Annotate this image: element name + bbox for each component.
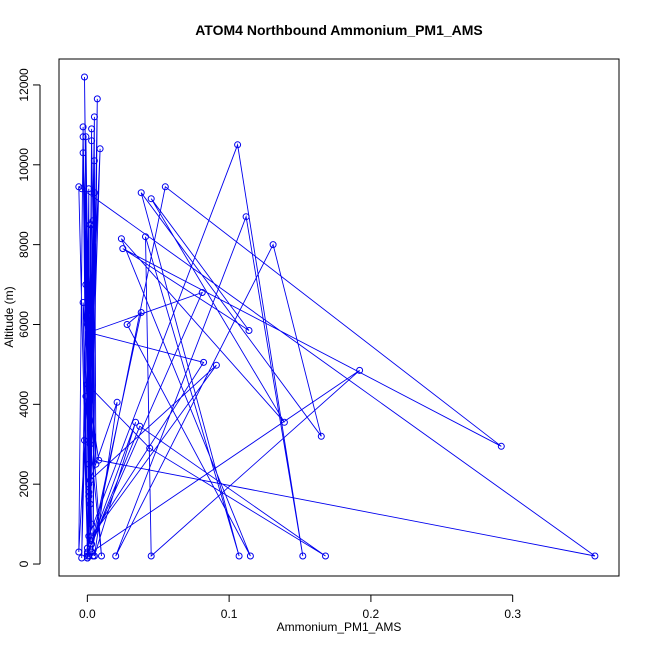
data-point (82, 392, 90, 400)
y-tick-label: 10000 (17, 148, 31, 182)
data-point (198, 289, 206, 296)
data-point (86, 500, 94, 508)
data-point (79, 299, 87, 306)
data-point (98, 552, 105, 560)
y-tick-label: 12000 (17, 68, 31, 102)
data-point (88, 125, 96, 133)
data-point (85, 185, 93, 193)
data-point (146, 444, 154, 452)
data-point (322, 552, 329, 560)
data-point (88, 532, 96, 540)
data-point (269, 241, 277, 249)
data-point (137, 189, 145, 197)
data-point (82, 133, 90, 141)
data-point (132, 418, 140, 426)
data-point (85, 488, 93, 496)
data-point (119, 245, 127, 253)
x-axis: 0.0 0.1 0.2 0.3 (79, 594, 521, 621)
x-axis-label: Ammonium_PM1_AMS (277, 620, 402, 634)
data-point (136, 422, 144, 430)
data-point (137, 309, 145, 316)
data-point (96, 145, 104, 153)
data-point (85, 460, 93, 468)
data-point (86, 440, 94, 448)
data-point (88, 540, 96, 548)
y-tick-label: 4000 (17, 391, 31, 418)
y-axis: 0 2000 4000 6000 8000 10000 12000 (17, 68, 41, 567)
data-point (86, 340, 94, 348)
chart-title: ATOM4 Northbound Ammonium_PM1_AMS (195, 22, 483, 38)
data-point (356, 366, 364, 374)
points-layer (75, 73, 599, 562)
data-point (83, 321, 91, 328)
data-point (161, 183, 169, 191)
y-tick-label: 8000 (17, 231, 31, 258)
data-point (112, 552, 120, 560)
data-point (85, 400, 93, 408)
y-tick-label: 0 (17, 560, 31, 567)
data-point (591, 552, 599, 560)
data-point (123, 321, 131, 328)
data-point (88, 137, 96, 145)
data-point (117, 235, 125, 243)
data-point (81, 73, 88, 81)
data-point (75, 548, 83, 556)
data-point (113, 398, 121, 406)
data-point (93, 95, 101, 103)
data-point (147, 195, 155, 203)
data-point (242, 213, 250, 221)
data-point (81, 436, 88, 444)
data-point (85, 480, 93, 488)
y-tick-label: 2000 (17, 471, 31, 498)
data-point (85, 492, 93, 500)
data-point (280, 418, 288, 426)
series-line (78, 76, 596, 559)
data-point (79, 133, 87, 141)
data-point (82, 281, 90, 289)
data-point (234, 141, 242, 149)
x-tick-label: 0.3 (504, 607, 521, 621)
plot-area (58, 58, 620, 577)
data-point (85, 552, 93, 560)
data-point (142, 233, 149, 241)
data-point (246, 552, 254, 560)
x-tick-label: 0.1 (221, 607, 238, 621)
data-point (88, 221, 96, 229)
data-point (88, 520, 96, 528)
data-point (90, 189, 98, 197)
data-point (317, 432, 325, 440)
data-point (497, 442, 505, 450)
data-point (147, 552, 155, 560)
data-point (83, 544, 91, 552)
data-point (299, 552, 307, 560)
data-point (200, 358, 208, 366)
data-point (95, 456, 103, 464)
data-point (79, 123, 87, 131)
series-layer (78, 76, 596, 559)
data-point (245, 327, 253, 334)
x-tick-label: 0.2 (363, 607, 380, 621)
data-point (79, 149, 87, 157)
y-tick-label: 6000 (17, 311, 31, 338)
data-point (75, 183, 83, 191)
data-point (83, 554, 91, 562)
data-point (86, 476, 94, 484)
data-point (83, 380, 91, 388)
y-axis-label: Altitude (m) (2, 286, 16, 347)
data-point (90, 113, 98, 121)
data-point (212, 361, 220, 369)
x-tick-label: 0.0 (79, 607, 96, 621)
data-point (235, 552, 243, 560)
data-point (90, 157, 98, 165)
data-point (86, 536, 94, 544)
data-point (85, 532, 93, 540)
data-point (85, 329, 93, 336)
